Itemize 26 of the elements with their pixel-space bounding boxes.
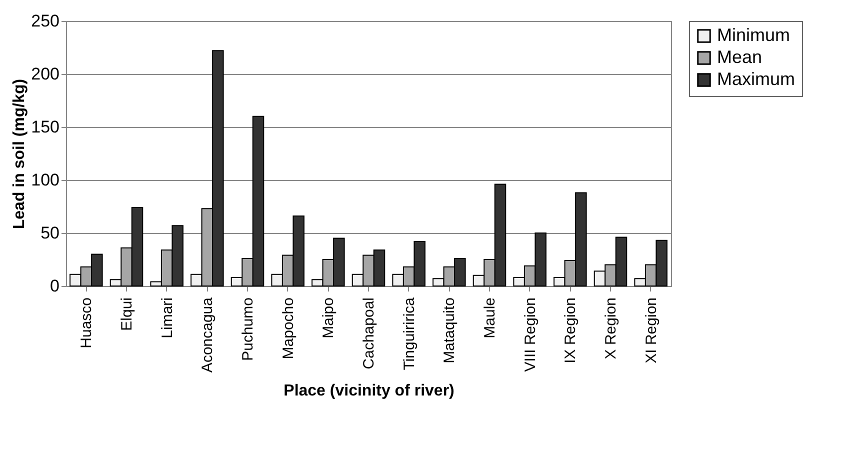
x-tick-label: Huasco — [78, 298, 96, 348]
x-tick-label: XI Region — [642, 298, 660, 364]
x-axis-title: Place (vicinity of river) — [284, 382, 454, 400]
x-tick-label: X Region — [602, 298, 620, 360]
y-tick-label: 250 — [31, 12, 60, 30]
x-tick-label: Maule — [482, 298, 498, 338]
y-tick-label: 0 — [50, 276, 60, 296]
x-tick-label: Cachapoal — [360, 298, 378, 370]
x-tick-label: Limari — [158, 298, 176, 338]
x-tick-label: Maipo — [320, 298, 338, 338]
legend-label: Mean — [717, 47, 762, 67]
y-tick-label: 200 — [31, 64, 60, 84]
x-tick-label: Elqui — [118, 298, 136, 331]
x-tick-label: Puchumo — [240, 298, 256, 361]
y-axis-title: Lead in soil (mg/kg) — [11, 78, 28, 230]
x-tick-label: Mapocho — [280, 298, 297, 360]
x-tick-label: Aconcagua — [199, 296, 216, 373]
x-tick-label: VIII Region — [522, 298, 539, 372]
x-tick-label: IX Region — [562, 298, 580, 364]
legend-label: Minimum — [717, 25, 790, 45]
y-tick-label: 150 — [31, 118, 60, 136]
x-tick-label: Tinguiririca — [400, 296, 418, 370]
x-tick-label: Mataquito — [441, 298, 458, 364]
legend-label: Maximum — [717, 69, 796, 89]
y-tick-label: 100 — [31, 170, 60, 190]
y-tick-label: 50 — [40, 224, 60, 242]
